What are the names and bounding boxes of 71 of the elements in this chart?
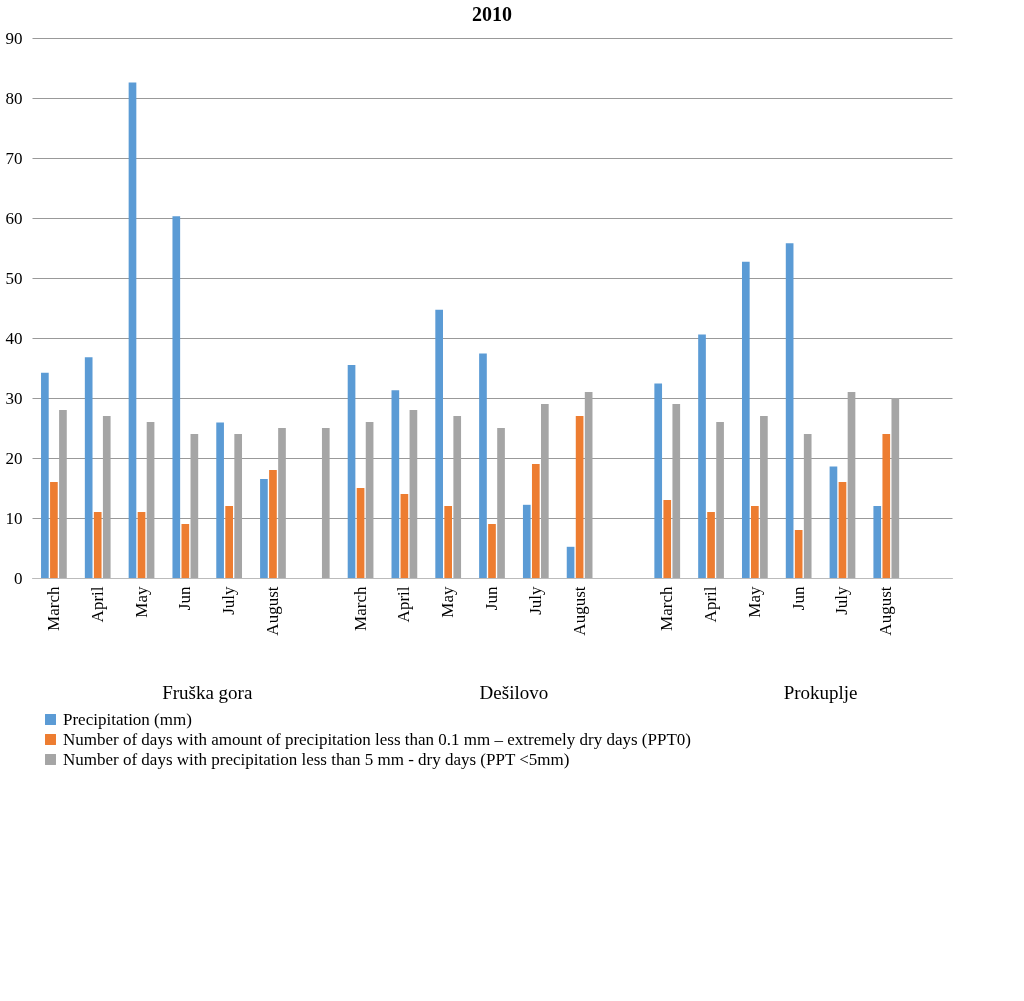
bar — [479, 353, 487, 578]
bar — [391, 390, 400, 578]
bar — [444, 506, 453, 578]
x-tick-label: Jun — [175, 586, 195, 611]
bar — [707, 512, 715, 578]
chart-title: 2010 — [472, 3, 512, 25]
bar — [575, 416, 584, 578]
bar — [654, 383, 663, 578]
bar — [794, 530, 803, 578]
x-tick-label: August — [569, 586, 589, 636]
x-tick-label: April — [701, 586, 721, 623]
bar — [488, 524, 496, 578]
x-tick-label: August — [876, 586, 896, 636]
y-tick-label: 80 — [5, 88, 23, 108]
bar — [663, 500, 672, 578]
text: Dešilovo — [479, 682, 549, 703]
bar — [522, 504, 531, 578]
bar — [838, 482, 847, 578]
x-tick-label: April — [394, 586, 414, 623]
bar — [93, 512, 102, 578]
bar — [172, 216, 181, 578]
text: Prokuplje — [783, 682, 858, 703]
bar — [347, 365, 356, 578]
y-tick-label: 30 — [5, 388, 23, 408]
bar — [260, 479, 268, 578]
bar — [216, 422, 224, 578]
bar — [50, 482, 58, 578]
x-tick-label: March — [350, 586, 370, 631]
legend-label: Number of days with precipitation less than 5 mm - dry days (PPT <5mm) — [63, 749, 570, 769]
bar — [741, 261, 750, 578]
bar — [435, 309, 443, 578]
x-tick-label: Jun — [482, 586, 501, 611]
x-tick-label: July — [525, 586, 545, 615]
bar — [531, 464, 540, 578]
legend-label: Precipitation (mm) — [63, 709, 192, 729]
y-tick-label: 60 — [5, 208, 23, 228]
bar — [128, 82, 137, 578]
bar — [829, 466, 838, 578]
bar — [873, 506, 882, 578]
y-tick-label: 10 — [5, 508, 23, 528]
x-tick-label: Jun — [788, 586, 808, 611]
x-tick-label: March — [43, 586, 63, 631]
legend-label: Number of days with amount of precipitation less than 0.1 mm – extremely dry days (PPT0) — [63, 729, 691, 749]
bar — [41, 372, 49, 578]
x-tick-label: July — [219, 586, 239, 615]
x-tick-label: May — [438, 586, 458, 618]
bar — [751, 506, 759, 578]
bar — [882, 434, 891, 578]
x-tick-label: July — [832, 586, 852, 615]
y-tick-label: 90 — [5, 28, 23, 48]
x-tick-label: August — [262, 586, 282, 636]
y-tick-label: 70 — [5, 148, 23, 168]
y-tick-label: 20 — [5, 448, 23, 468]
bar — [181, 524, 190, 578]
x-tick-label: May — [131, 586, 151, 618]
bar — [785, 243, 794, 578]
bar — [566, 546, 575, 578]
bar — [137, 512, 146, 578]
bar — [225, 506, 233, 578]
y-tick-label: 0 — [14, 568, 23, 588]
bar — [356, 488, 365, 578]
bar — [269, 470, 277, 578]
x-tick-label: April — [87, 586, 107, 623]
bar — [84, 357, 93, 578]
bar — [698, 334, 706, 578]
y-tick-label: 50 — [5, 268, 23, 288]
y-tick-label: 40 — [5, 328, 23, 348]
text: Fruška gora — [162, 682, 253, 703]
x-tick-label: March — [657, 586, 677, 631]
bar — [400, 494, 409, 578]
x-tick-label: May — [744, 586, 764, 618]
